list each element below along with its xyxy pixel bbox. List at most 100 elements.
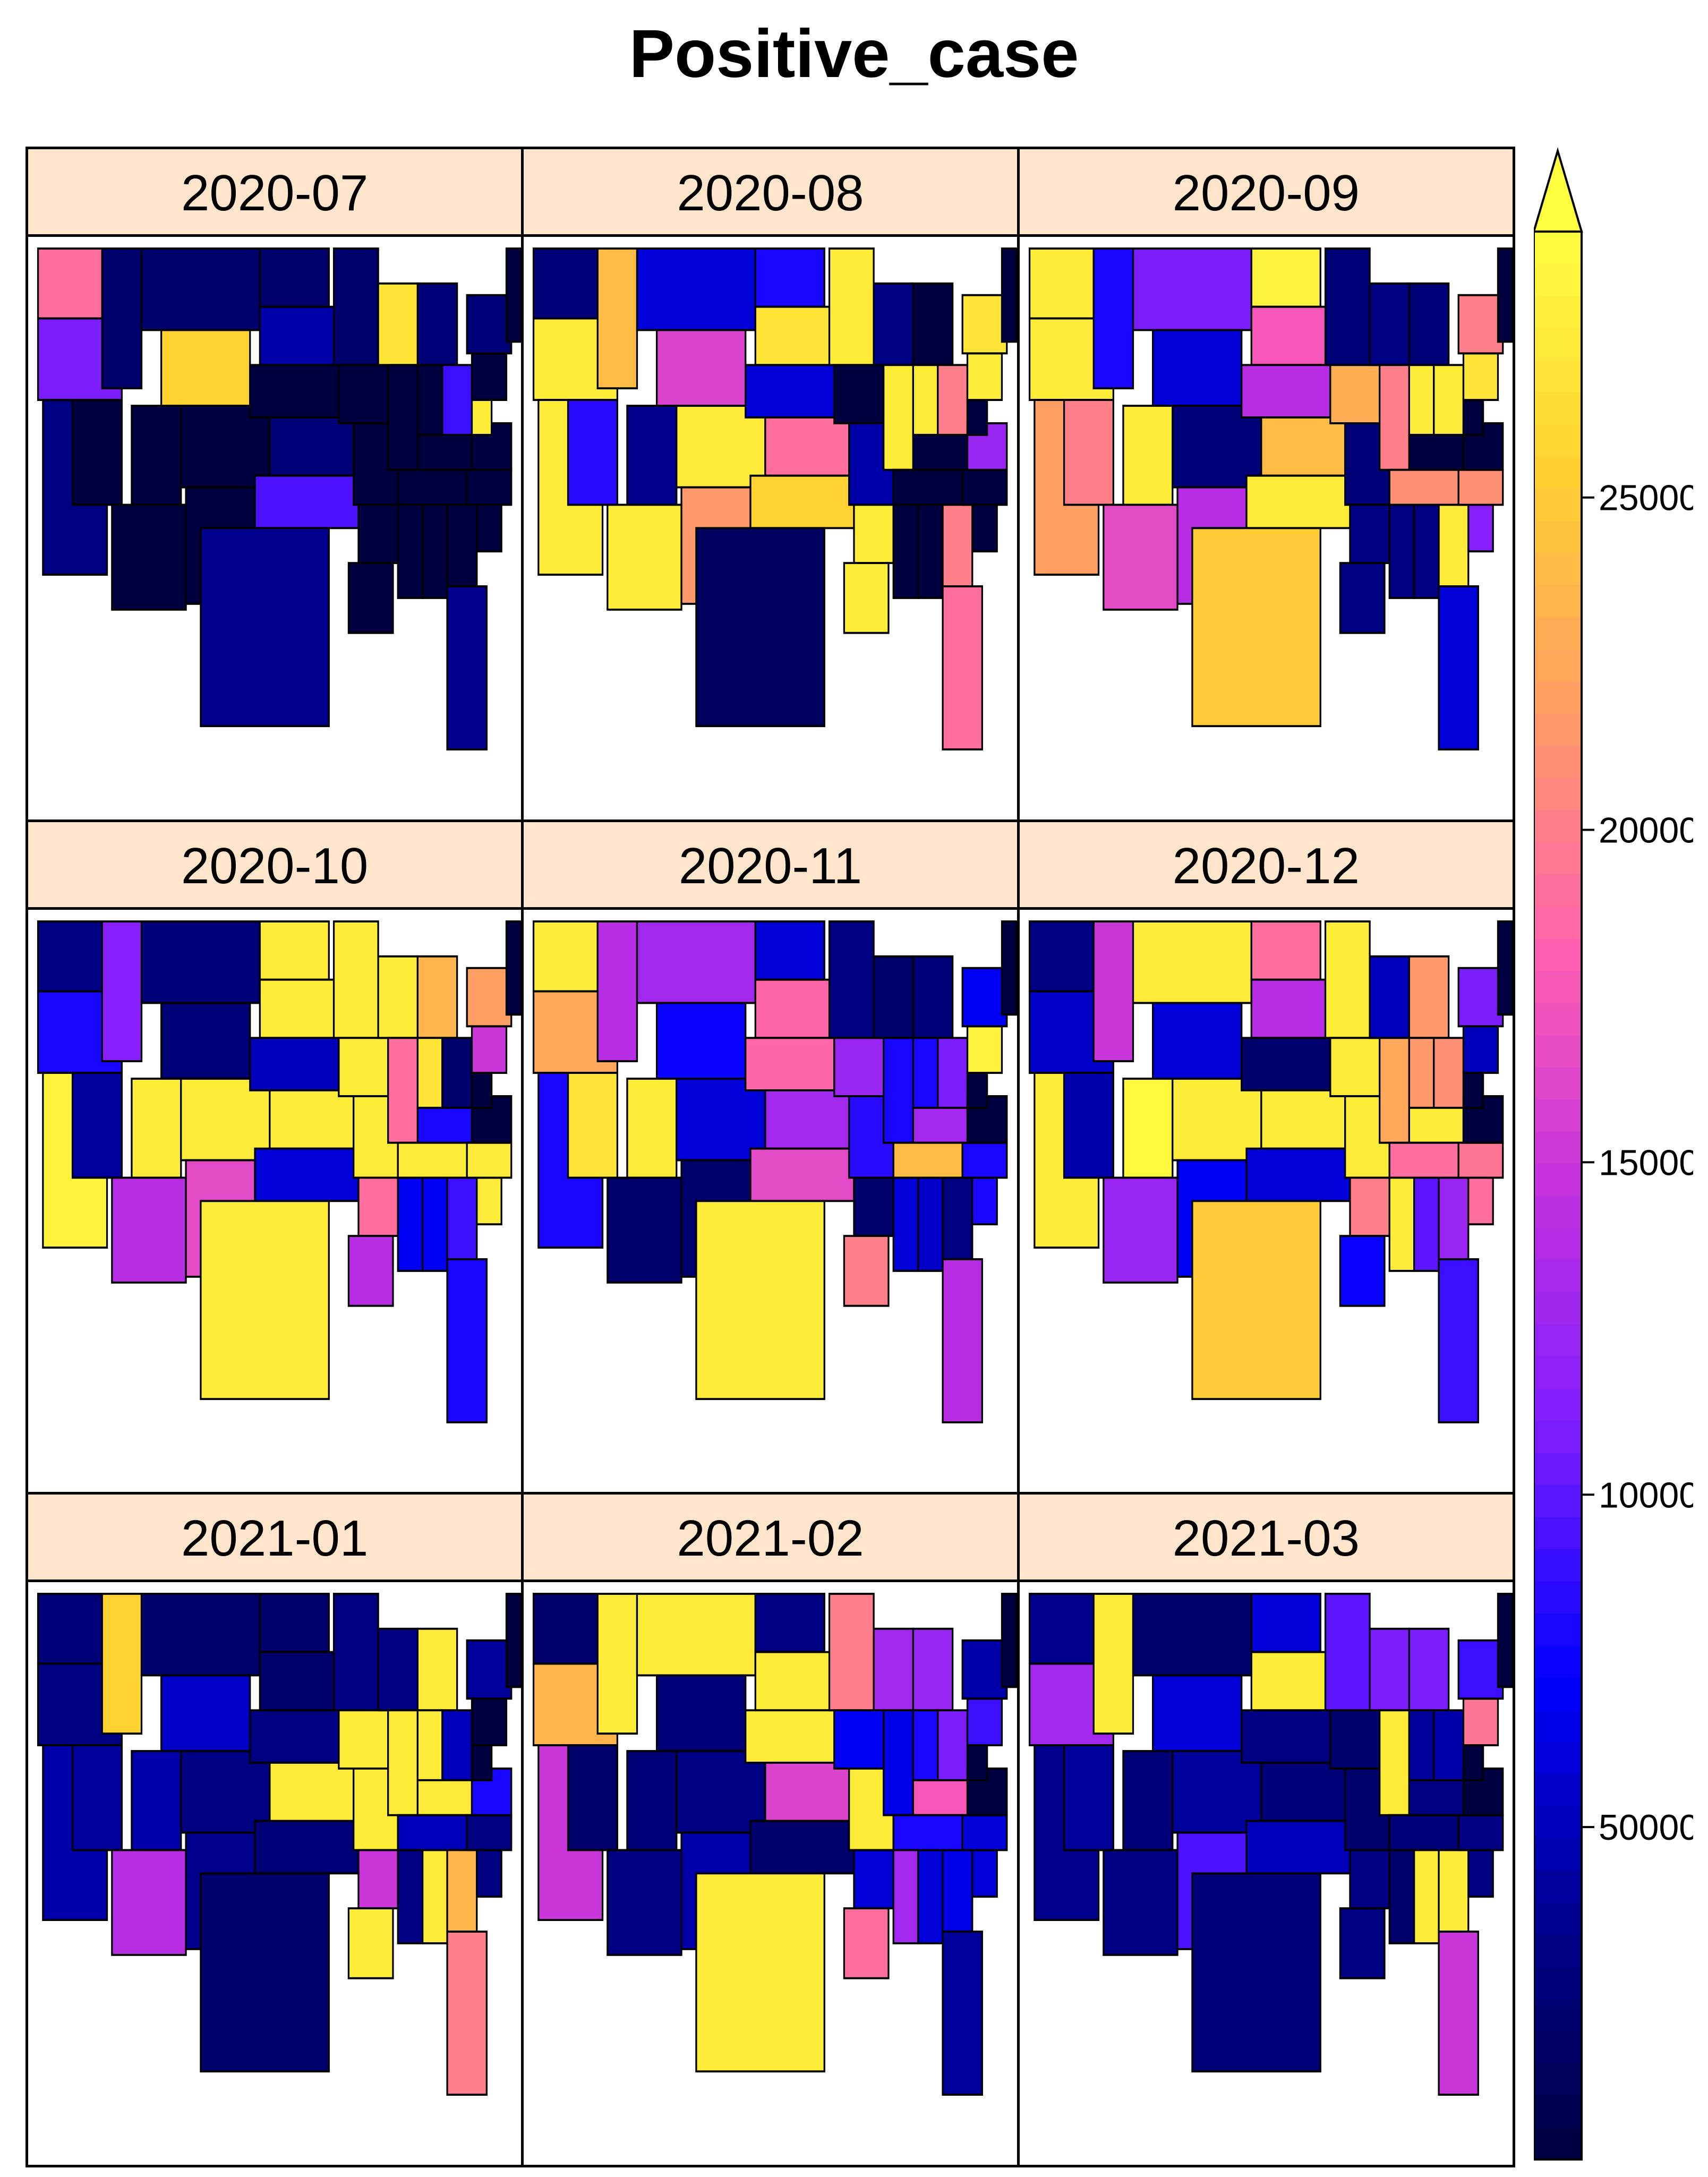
panel-strip-label: 2020-09 xyxy=(1019,149,1513,237)
state-region-wa xyxy=(1028,1593,1095,1665)
legend-frame xyxy=(1534,230,1583,2161)
state-region-az xyxy=(111,1176,187,1284)
state-region-ga xyxy=(942,1849,973,1933)
state-region-pa xyxy=(471,1025,508,1074)
state-region-ar xyxy=(853,1849,895,1910)
panel-map xyxy=(524,910,1017,1492)
state-region-oh xyxy=(937,364,969,436)
state-region-wi xyxy=(873,955,915,1039)
state-region-wi xyxy=(377,955,419,1039)
state-region-ar xyxy=(357,1176,399,1237)
state-region-la xyxy=(1339,562,1386,634)
state-region-wa xyxy=(533,1593,599,1665)
state-region-pa xyxy=(471,1697,508,1747)
state-region-ar xyxy=(853,1176,895,1237)
state-region-ar xyxy=(357,1849,399,1910)
state-region-wy xyxy=(160,329,251,407)
state-region-ut xyxy=(1122,405,1174,506)
state-region-ms xyxy=(1388,1176,1415,1272)
state-region-ia xyxy=(1329,1037,1380,1097)
state-region-ok xyxy=(254,1820,360,1875)
state-region-nv xyxy=(1063,399,1114,506)
legend-color-step xyxy=(1534,1484,1582,1517)
state-region-az xyxy=(1102,1176,1178,1284)
state-region-ia xyxy=(1329,1709,1380,1770)
state-region-sd xyxy=(1250,978,1326,1039)
state-region-wv xyxy=(471,399,493,436)
state-region-sc xyxy=(476,1176,502,1225)
state-region-nc xyxy=(961,468,1008,506)
state-region-tn xyxy=(397,1814,468,1851)
state-region-tn xyxy=(892,1814,964,1851)
legend-color-step xyxy=(1534,263,1582,296)
state-region-ut xyxy=(131,405,182,506)
state-region-nv xyxy=(1063,1744,1114,1851)
state-region-fl xyxy=(1438,1931,1479,2096)
state-region-ok xyxy=(749,1147,855,1202)
state-region-wv xyxy=(967,1744,988,1782)
state-region-oh xyxy=(1432,364,1464,436)
state-region-ia xyxy=(338,1709,389,1770)
state-region-al xyxy=(1413,1849,1440,1945)
state-region-ny xyxy=(1457,294,1504,355)
state-region-sc xyxy=(1467,1849,1494,1898)
state-region-mn xyxy=(332,920,379,1039)
state-region-ut xyxy=(626,405,678,506)
state-region-sc xyxy=(971,1849,998,1898)
state-region-sd xyxy=(259,1651,335,1712)
state-region-me xyxy=(505,1593,522,1688)
legend-color-step xyxy=(1534,906,1582,939)
state-region-ks xyxy=(269,416,355,477)
state-region-wi xyxy=(377,1628,419,1712)
legend-tick-label: 250000 xyxy=(1599,478,1693,518)
state-region-mn xyxy=(829,1593,875,1712)
legend-color-step xyxy=(1534,874,1582,907)
state-region-ia xyxy=(1329,364,1380,424)
state-region-oh xyxy=(1432,1037,1464,1109)
legend-color-step xyxy=(1534,1741,1582,1774)
state-region-sd xyxy=(1250,1651,1326,1712)
state-region-wa xyxy=(533,247,599,320)
state-region-mt xyxy=(636,920,757,1004)
state-region-nd xyxy=(755,247,826,308)
state-region-wv xyxy=(1462,399,1484,436)
state-region-fl xyxy=(1438,1258,1479,1423)
state-region-id xyxy=(1092,1593,1134,1735)
state-region-nc xyxy=(466,468,513,506)
legend-color-step xyxy=(1534,938,1582,971)
state-region-ny xyxy=(466,967,513,1027)
state-region-sc xyxy=(1467,503,1494,553)
state-region-id xyxy=(101,920,143,1062)
legend-color-step xyxy=(1534,328,1582,361)
state-region-mi xyxy=(1408,955,1449,1039)
state-region-wy xyxy=(1151,329,1243,407)
map-panel: 2021-03 xyxy=(1017,1492,1515,2167)
state-region-il xyxy=(1378,364,1410,471)
state-region-tx xyxy=(1191,1200,1321,1400)
legend-color-step xyxy=(1534,1645,1582,1678)
state-region-ks xyxy=(764,1089,850,1150)
map-panel: 2020-10 xyxy=(25,819,524,1495)
state-region-al xyxy=(422,1849,448,1945)
state-region-ne xyxy=(1240,364,1331,419)
state-region-ky xyxy=(912,433,969,471)
state-region-az xyxy=(607,503,683,611)
state-region-ny xyxy=(466,1640,513,1700)
state-region-in xyxy=(912,364,939,436)
map-panel: 2020-12 xyxy=(1017,819,1515,1495)
state-region-me xyxy=(1497,247,1513,343)
state-region-sd xyxy=(755,978,831,1039)
state-region-ok xyxy=(1245,1820,1351,1875)
legend-color-step xyxy=(1534,424,1582,457)
map-panel: 2020-09 xyxy=(1017,147,1515,822)
legend-color-step xyxy=(1534,649,1582,682)
legend-color-step xyxy=(1534,1067,1582,1100)
state-region-mn xyxy=(332,1593,379,1712)
state-region-nv xyxy=(71,399,123,506)
state-region-nv xyxy=(567,1744,619,1851)
state-region-ne xyxy=(249,1037,340,1091)
state-region-al xyxy=(422,1176,448,1272)
state-region-sc xyxy=(971,503,998,553)
state-region-mi xyxy=(912,955,954,1039)
legend-color-step xyxy=(1534,810,1582,843)
